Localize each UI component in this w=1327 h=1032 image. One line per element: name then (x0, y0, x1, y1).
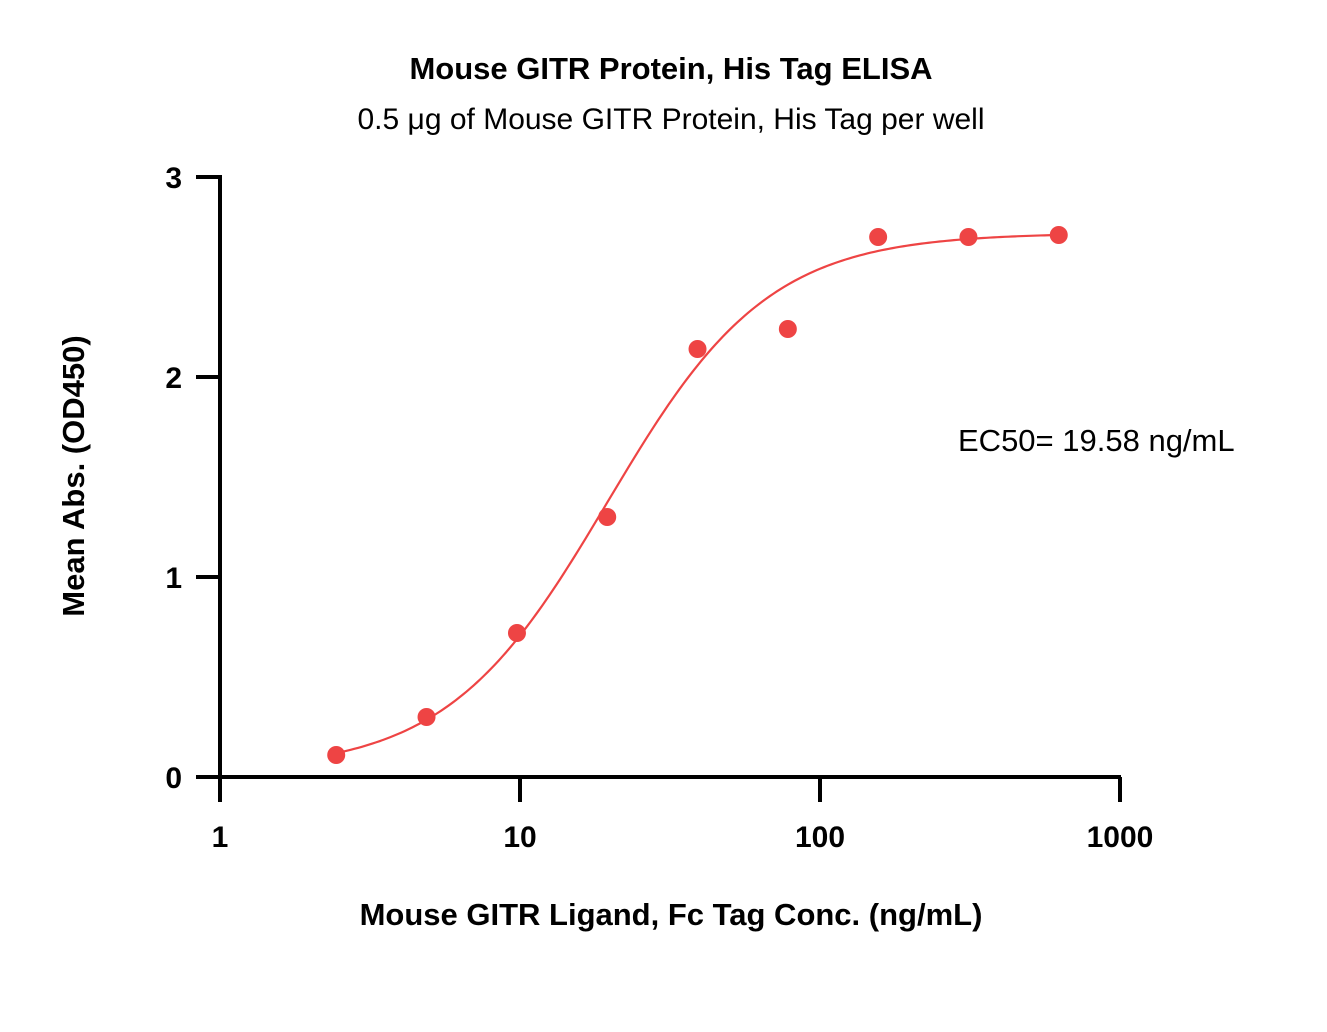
data-point (327, 746, 346, 764)
y-tick-label: 0 (165, 762, 182, 795)
chart-title: Mouse GITR Protein, His Tag ELISA (409, 51, 932, 86)
y-axis-ticks: 0 1 2 3 (165, 162, 220, 795)
data-point (1049, 226, 1068, 244)
fit-curve (335, 233, 1059, 755)
x-tick-label: 10 (503, 821, 536, 854)
y-tick-label: 2 (165, 362, 182, 395)
data-point (959, 228, 978, 246)
data-point (688, 340, 707, 358)
data-point (507, 624, 526, 642)
data-point (869, 228, 888, 246)
chart-subtitle: 0.5 μg of Mouse GITR Protein, His Tag pe… (358, 103, 985, 136)
data-point (778, 320, 797, 338)
x-tick-label: 1000 (1087, 821, 1154, 854)
data-point (417, 708, 436, 726)
x-tick-label: 100 (795, 821, 845, 854)
x-axis-ticks: 1 10 100 1000 (212, 777, 1154, 854)
x-axis-title: Mouse GITR Ligand, Fc Tag Conc. (ng/mL) (360, 897, 983, 932)
x-tick-label: 1 (212, 821, 229, 854)
ec50-annotation: EC50= 19.58 ng/mL (958, 423, 1235, 458)
data-points (327, 226, 1068, 764)
y-axis-title: Mean Abs. (OD450) (56, 335, 91, 616)
y-tick-label: 1 (165, 562, 182, 595)
y-tick-label: 3 (165, 162, 182, 195)
data-point (598, 508, 617, 526)
